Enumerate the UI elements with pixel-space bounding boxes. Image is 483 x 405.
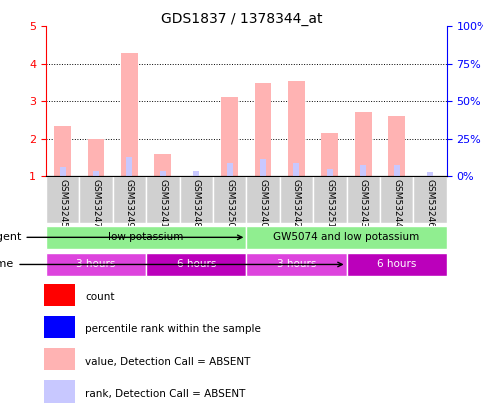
Bar: [322, 133, 338, 176]
Text: 3 hours: 3 hours: [277, 260, 316, 269]
Text: GSM53241: GSM53241: [158, 179, 167, 228]
Bar: [327, 168, 333, 176]
Bar: [146, 253, 246, 276]
Bar: [121, 53, 138, 176]
Bar: [54, 126, 71, 176]
Text: time: time: [0, 260, 342, 269]
Bar: [280, 176, 313, 223]
Text: GW5074 and low potassium: GW5074 and low potassium: [273, 232, 420, 242]
Text: agent: agent: [0, 232, 242, 242]
Text: 3 hours: 3 hours: [76, 260, 116, 269]
Text: GSM53249: GSM53249: [125, 179, 134, 228]
Text: count: count: [85, 292, 115, 302]
Bar: [155, 153, 171, 176]
Bar: [79, 176, 113, 223]
Text: GSM53244: GSM53244: [392, 179, 401, 227]
Bar: [422, 176, 439, 209]
Bar: [355, 113, 371, 176]
Bar: [213, 176, 246, 223]
Bar: [46, 226, 246, 249]
Text: GSM53242: GSM53242: [292, 179, 301, 227]
Bar: [93, 171, 99, 176]
Text: GSM53251: GSM53251: [326, 179, 334, 228]
Text: value, Detection Call = ABSENT: value, Detection Call = ABSENT: [85, 357, 251, 367]
Bar: [59, 167, 66, 176]
Bar: [227, 163, 233, 176]
Text: GSM53250: GSM53250: [225, 179, 234, 228]
Bar: [46, 253, 146, 276]
Text: GDS1837 / 1378344_at: GDS1837 / 1378344_at: [161, 12, 322, 26]
Bar: [294, 163, 299, 176]
Text: 6 hours: 6 hours: [176, 260, 216, 269]
Bar: [413, 176, 447, 223]
Bar: [180, 176, 213, 223]
Text: GSM53240: GSM53240: [258, 179, 268, 228]
Text: percentile rank within the sample: percentile rank within the sample: [85, 324, 261, 335]
Bar: [313, 176, 347, 223]
Text: GSM53247: GSM53247: [91, 179, 100, 228]
Text: GSM53245: GSM53245: [58, 179, 67, 228]
Bar: [160, 171, 166, 176]
Bar: [388, 116, 405, 176]
Bar: [246, 226, 447, 249]
Bar: [146, 176, 180, 223]
Bar: [347, 253, 447, 276]
Bar: [188, 176, 205, 208]
Bar: [260, 159, 266, 176]
Bar: [221, 97, 238, 176]
Bar: [113, 176, 146, 223]
Bar: [193, 171, 199, 176]
Text: GSM53243: GSM53243: [359, 179, 368, 228]
Bar: [44, 316, 75, 338]
Text: rank, Detection Call = ABSENT: rank, Detection Call = ABSENT: [85, 389, 246, 399]
Bar: [288, 81, 305, 176]
Bar: [46, 176, 79, 223]
Bar: [127, 158, 132, 176]
Bar: [44, 380, 75, 403]
Bar: [44, 284, 75, 306]
Bar: [360, 165, 366, 176]
Bar: [427, 173, 433, 176]
Text: GSM53248: GSM53248: [192, 179, 201, 228]
Bar: [255, 83, 271, 176]
Text: GSM53246: GSM53246: [426, 179, 435, 228]
Bar: [44, 348, 75, 370]
Bar: [246, 176, 280, 223]
Text: low potassium: low potassium: [108, 232, 184, 242]
Bar: [347, 176, 380, 223]
Bar: [394, 165, 399, 176]
Text: 6 hours: 6 hours: [377, 260, 416, 269]
Bar: [380, 176, 413, 223]
Bar: [246, 253, 347, 276]
Bar: [87, 139, 104, 176]
